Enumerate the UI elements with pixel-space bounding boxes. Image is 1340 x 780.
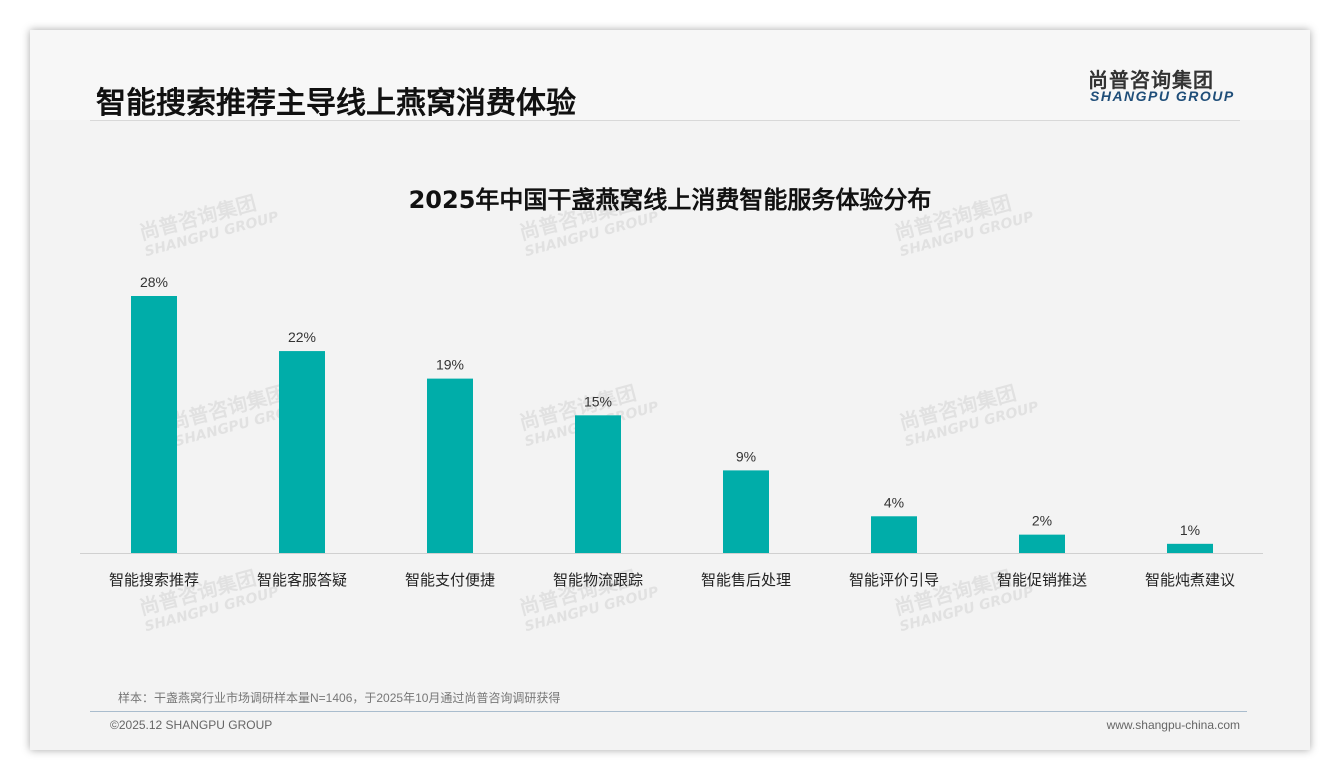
page-title: 智能搜索推荐主导线上燕窝消费体验	[96, 86, 576, 121]
data-label: 28%	[140, 274, 168, 290]
divider	[90, 120, 1240, 121]
footer-divider	[90, 711, 1247, 712]
copyright: ©2025.12 SHANGPU GROUP	[110, 718, 273, 732]
bar	[427, 378, 473, 553]
bar	[871, 516, 917, 553]
data-label: 2%	[1032, 513, 1052, 529]
category-label: 智能促销推送	[997, 571, 1087, 589]
category-label: 智能售后处理	[701, 571, 791, 589]
category-label: 智能客服答疑	[257, 571, 347, 589]
sample-note: 样本：干盏燕窝行业市场调研样本量N=1406，于2025年10月通过尚普咨询调研…	[118, 691, 561, 705]
category-label: 智能炖煮建议	[1145, 571, 1235, 589]
header-band	[30, 30, 1310, 120]
logo-cn: 尚普咨询集团	[1088, 68, 1214, 92]
website-link[interactable]: www.shangpu-china.com	[1106, 718, 1240, 732]
bar	[1167, 543, 1213, 553]
slide: 智能搜索推荐主导线上燕窝消费体验 尚普咨询集团 SHANGPU GROUP 尚普…	[30, 30, 1310, 750]
chart-title: 2025年中国干盏燕窝线上消费智能服务体验分布	[408, 186, 932, 214]
data-label: 22%	[288, 329, 316, 345]
bar-chart: 28% 智能搜索推荐 22% 智能客服答疑 19% 智能支付便捷 15% 智能物流跟踪 9% 智能…	[80, 274, 1263, 589]
data-label: 19%	[436, 357, 464, 373]
bar	[575, 415, 621, 553]
bar	[723, 470, 769, 553]
data-label: 4%	[884, 494, 904, 510]
category-label: 智能支付便捷	[405, 571, 495, 589]
bar	[1019, 534, 1065, 553]
logo-en: SHANGPU GROUP	[1090, 88, 1235, 104]
data-label: 9%	[736, 448, 756, 464]
category-label: 智能物流跟踪	[553, 571, 643, 589]
data-label: 15%	[584, 393, 612, 409]
bar	[131, 296, 177, 553]
category-label: 智能评价引导	[849, 571, 939, 589]
category-label: 智能搜索推荐	[109, 571, 199, 589]
bar	[279, 351, 325, 553]
data-label: 1%	[1180, 522, 1200, 538]
